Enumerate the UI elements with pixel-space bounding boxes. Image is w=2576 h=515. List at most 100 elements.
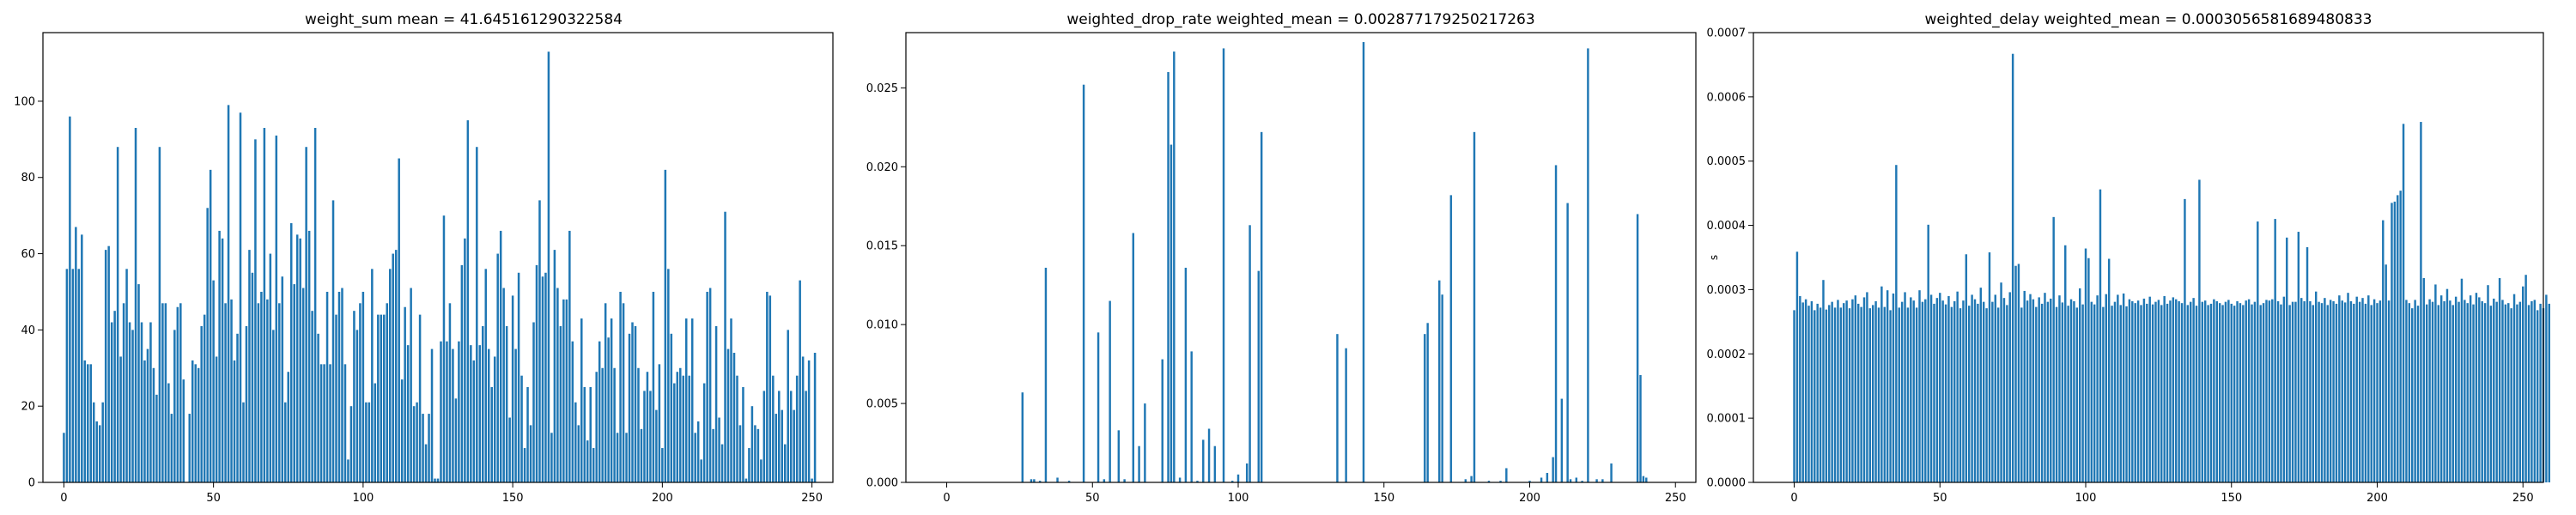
bar [664, 169, 667, 483]
bar [1950, 306, 1953, 482]
bar [1540, 477, 1543, 482]
y-tick-label: 40 [21, 324, 35, 337]
bar [1947, 295, 1950, 482]
bar [1866, 292, 1868, 482]
bar [2475, 293, 2478, 482]
bar [470, 345, 472, 482]
bar [1851, 299, 1854, 482]
bar [1892, 293, 1895, 482]
bar [529, 425, 532, 482]
bar [422, 414, 424, 482]
bar [580, 318, 583, 482]
bar [2067, 306, 2069, 482]
bar [2280, 304, 2282, 482]
bar-group [63, 52, 817, 483]
bar [2512, 294, 2516, 482]
bar [799, 280, 801, 482]
bar [760, 459, 762, 482]
bar [2029, 294, 2032, 482]
y-tick-label: 100 [14, 95, 35, 108]
bar [2361, 298, 2364, 482]
bar [2516, 304, 2518, 482]
bar [1231, 481, 1234, 482]
bar [2338, 295, 2341, 482]
bar [2402, 124, 2405, 483]
bar [2169, 300, 2172, 482]
bar [2347, 293, 2349, 482]
bar [1245, 463, 1249, 482]
bar [257, 303, 260, 482]
bar [203, 314, 206, 482]
bar [329, 364, 331, 482]
bar [1991, 301, 1994, 482]
bar [200, 325, 203, 482]
bar [266, 299, 269, 482]
y-tick-label: 0.0002 [1707, 348, 1747, 361]
bar [2393, 201, 2397, 482]
bar [176, 306, 179, 482]
bar [2239, 303, 2242, 482]
bar [2178, 300, 2180, 482]
bar [458, 341, 460, 482]
bar [1546, 472, 1549, 482]
y-tick-label: 0.025 [866, 82, 898, 95]
bar [374, 383, 377, 482]
bar [2105, 294, 2107, 482]
bar [2300, 298, 2303, 482]
bar [182, 379, 185, 482]
bar [1977, 303, 1979, 482]
tick-group: 0 50 100 150 200 250 0.000 0.005 0.010 0.015 0.020… [866, 82, 1686, 505]
bar [2483, 303, 2487, 482]
bar [2131, 300, 2134, 482]
bar [2332, 300, 2335, 482]
bar [1044, 267, 1048, 482]
bar [628, 333, 631, 482]
bar [1449, 195, 1453, 482]
bar [149, 322, 152, 482]
bar [301, 288, 305, 482]
bar [275, 135, 278, 482]
axes-frame [42, 32, 834, 483]
y-tick-label: 0.015 [866, 240, 898, 253]
bar [787, 330, 789, 482]
bar [520, 375, 523, 482]
bar [514, 348, 517, 482]
bar [137, 284, 140, 482]
bar [2186, 305, 2190, 482]
bar [164, 303, 167, 482]
bar [676, 372, 679, 482]
bar [1575, 477, 1578, 482]
bar [592, 448, 595, 482]
bar [392, 253, 394, 482]
bar [365, 402, 368, 482]
bar [2207, 305, 2209, 482]
bar [2379, 300, 2382, 482]
bar [2128, 299, 2131, 482]
bar [2349, 300, 2353, 482]
bar [1854, 295, 1857, 482]
bar [789, 391, 793, 482]
bar [2364, 303, 2367, 482]
bar [1362, 42, 1365, 482]
bar [1898, 307, 1900, 482]
bar [2472, 304, 2475, 482]
bar [337, 291, 341, 482]
bar [523, 448, 526, 482]
bar [1097, 332, 1100, 482]
bar [2324, 298, 2326, 482]
bar [2096, 295, 2099, 482]
bar [1810, 300, 1814, 482]
bar [1067, 481, 1071, 482]
bar [589, 386, 592, 482]
bar [706, 291, 708, 482]
bar [1260, 131, 1263, 482]
bar [1552, 457, 1554, 482]
bar [221, 238, 224, 482]
bar [1470, 476, 1473, 482]
bar [2046, 301, 2050, 482]
bar [783, 444, 787, 482]
bar [95, 421, 98, 482]
bar [81, 234, 83, 482]
bar [682, 375, 685, 482]
bar [418, 314, 422, 482]
